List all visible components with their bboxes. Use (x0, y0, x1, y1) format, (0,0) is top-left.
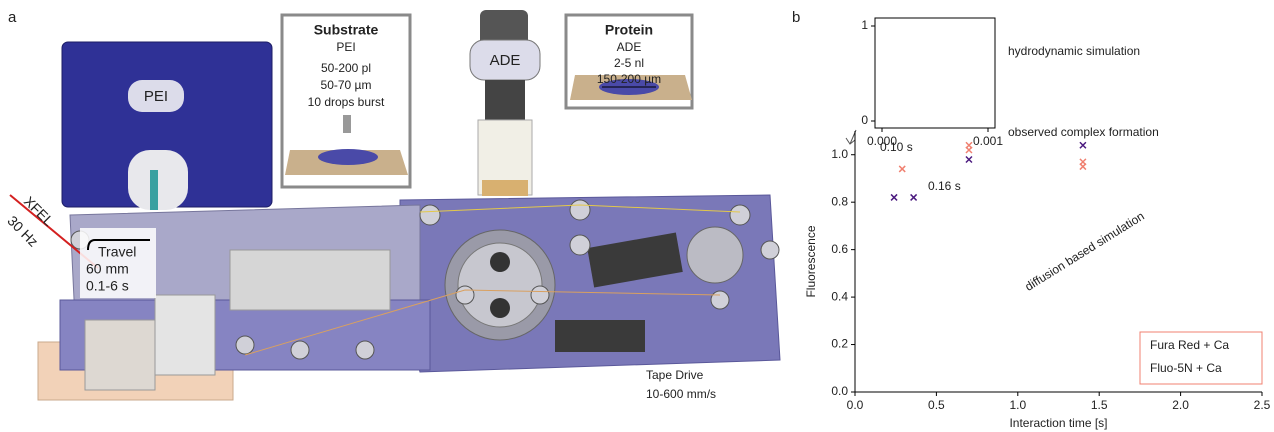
annotation: diffusion based simulation (1022, 209, 1146, 294)
tape (419, 204, 741, 213)
pill (128, 80, 184, 112)
block (555, 320, 645, 352)
marker (898, 165, 906, 173)
y-tick-label: 0.8 (831, 194, 848, 208)
panel-label: a (8, 9, 17, 26)
box-line: 2-5 nl (614, 56, 644, 70)
box-title: Substrate (314, 22, 379, 38)
drum (457, 242, 543, 328)
annotation: observed complex formation (1008, 125, 1159, 139)
travel-line: Travel (98, 244, 136, 260)
x-axis-label: Interaction time [s] (1009, 416, 1107, 430)
x-tick-label: 0.001 (973, 134, 1003, 148)
y-tick-label: 0.4 (831, 289, 848, 303)
y-tick-label: 0 (861, 113, 868, 127)
y-tick-label: 0.0 (831, 384, 848, 398)
inset-frame (874, 17, 996, 129)
legend-box (1139, 331, 1263, 385)
marker (965, 146, 973, 154)
motor (229, 249, 391, 311)
box-line: 50-200 pl (321, 61, 371, 75)
x-tick-label: 1.0 (1009, 398, 1026, 412)
marker (965, 155, 973, 164)
block (587, 232, 683, 288)
motor (686, 226, 744, 284)
block (154, 294, 216, 376)
ade-label: ADE (490, 52, 521, 69)
x-tick-label: 0.000 (867, 134, 897, 148)
tape-drive-label: Tape Drive (646, 368, 704, 382)
travel-line: 0.1-6 s (86, 278, 129, 294)
ade-ring (482, 180, 528, 196)
hole (490, 298, 510, 318)
panel-label: b (792, 9, 800, 26)
x-tick-label: 2.5 (1254, 398, 1271, 412)
y-tick-label: 0.6 (831, 242, 848, 256)
box-title: Protein (605, 22, 653, 38)
needle (343, 115, 351, 133)
drop (318, 149, 378, 165)
arrow (87, 239, 150, 251)
tape (244, 289, 721, 356)
x-tick-label: 1.5 (1091, 398, 1108, 412)
y-tick-label: 1.0 (831, 147, 848, 161)
box-line: 50-70 µm (321, 78, 372, 92)
y-tick-label: 1 (861, 18, 868, 32)
device (9, 10, 781, 401)
block (84, 319, 156, 391)
travel-line: 60 mm (86, 261, 129, 277)
nozzle (150, 170, 158, 210)
ade-body (485, 80, 525, 120)
box-line: PEI (336, 40, 355, 54)
y-axis-label: Fluorescence (804, 225, 818, 297)
legend-entry: Fura Red + Ca (1150, 338, 1229, 352)
annotation: hydrodynamic simulation (1008, 44, 1140, 58)
marker (1079, 163, 1087, 171)
marker (910, 193, 918, 201)
marker (1079, 141, 1087, 149)
x-tick-label: 2.0 (1172, 398, 1189, 412)
x-tick-label: 0.0 (847, 398, 864, 412)
pei-label: PEI (144, 88, 168, 105)
marker (890, 193, 898, 201)
annotation: 0.16 s (928, 179, 961, 193)
box-line: 150-200 µm (597, 72, 661, 86)
box-line: ADE (617, 40, 642, 54)
tape-drive-speed: 10-600 mm/s (646, 387, 716, 401)
x-tick-label: 0.5 (928, 398, 945, 412)
annotation: 0.10 s (880, 140, 913, 154)
legend-entry: Fluo-5N + Ca (1150, 361, 1222, 375)
hole (490, 252, 510, 272)
y-tick-label: 0.2 (831, 337, 848, 351)
box-line: 10 drops burst (308, 95, 385, 109)
